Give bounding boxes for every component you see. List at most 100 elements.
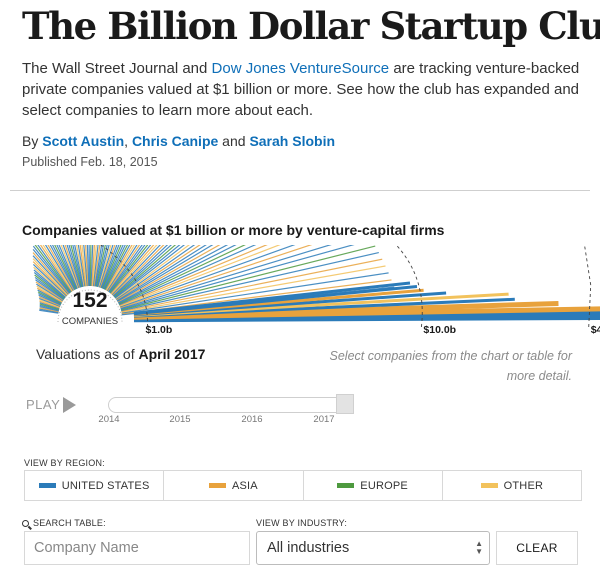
company-bar[interactable] <box>32 255 69 295</box>
company-bar[interactable] <box>88 245 91 287</box>
company-bar[interactable] <box>121 272 389 314</box>
company-bar[interactable] <box>133 281 411 315</box>
company-bar[interactable] <box>45 245 79 289</box>
company-bar[interactable] <box>37 291 62 305</box>
company-bar[interactable] <box>119 245 355 308</box>
company-bar[interactable] <box>117 245 331 304</box>
company-bar[interactable] <box>32 264 68 297</box>
company-bar[interactable] <box>39 245 76 290</box>
company-bar[interactable] <box>120 245 372 311</box>
region-button-other[interactable]: OTHER <box>441 471 581 500</box>
company-bar[interactable] <box>119 245 351 307</box>
company-bar[interactable] <box>121 265 386 314</box>
company-bar[interactable] <box>108 245 230 293</box>
company-bar[interactable] <box>84 245 90 287</box>
company-bar[interactable] <box>56 245 83 288</box>
company-bar[interactable] <box>120 245 376 311</box>
company-bar[interactable] <box>80 245 89 287</box>
company-bar[interactable] <box>103 245 183 290</box>
company-bar[interactable] <box>97 245 139 288</box>
author-link-sarah-slobin[interactable]: Sarah Slobin <box>249 133 336 149</box>
company-bar[interactable] <box>42 245 78 290</box>
company-bar[interactable] <box>117 245 327 303</box>
company-bar[interactable] <box>38 293 62 305</box>
company-bar[interactable] <box>101 245 166 289</box>
company-bar[interactable] <box>117 245 321 303</box>
company-bar[interactable] <box>53 245 82 288</box>
company-bar[interactable] <box>106 245 207 291</box>
company-bar[interactable] <box>121 258 383 313</box>
company-bar[interactable] <box>119 245 359 308</box>
company-bar[interactable] <box>118 245 337 305</box>
company-bar[interactable] <box>37 289 63 304</box>
company-bar[interactable] <box>102 245 177 290</box>
company-bar[interactable] <box>121 251 379 312</box>
company-bar[interactable] <box>114 245 289 299</box>
company-bar[interactable] <box>94 245 119 287</box>
play-icon[interactable] <box>63 397 76 413</box>
company-bar[interactable] <box>58 245 84 287</box>
company-bar[interactable] <box>32 258 69 296</box>
company-bar[interactable] <box>39 308 59 314</box>
company-bar[interactable] <box>98 245 150 288</box>
company-bar[interactable] <box>115 245 305 301</box>
timeline-slider[interactable] <box>108 397 352 413</box>
company-bar[interactable] <box>118 245 341 305</box>
company-bar[interactable] <box>67 245 86 287</box>
company-bar[interactable] <box>39 304 60 311</box>
valuation-fan-chart[interactable]: 152 COMPANIES $1.0b $10.0b $40.0b <box>0 245 600 345</box>
company-bar[interactable] <box>35 245 73 292</box>
company-bar[interactable] <box>77 245 88 287</box>
company-bar[interactable] <box>95 245 129 287</box>
company-bar[interactable] <box>119 245 346 306</box>
company-bar[interactable] <box>113 245 283 298</box>
company-bar[interactable] <box>35 281 64 301</box>
company-bar[interactable] <box>34 245 72 293</box>
company-bar[interactable] <box>89 245 92 287</box>
company-bar[interactable] <box>39 300 60 309</box>
company-bar[interactable] <box>35 245 74 292</box>
company-bar[interactable] <box>120 245 363 309</box>
company-bar[interactable] <box>114 245 294 299</box>
company-bar[interactable] <box>99 245 155 288</box>
company-bar[interactable] <box>73 245 88 287</box>
company-bar[interactable] <box>32 249 71 294</box>
company-bar[interactable] <box>93 245 114 287</box>
timeline-slider-handle[interactable] <box>336 394 354 414</box>
company-bar[interactable] <box>33 269 67 298</box>
company-bar[interactable] <box>35 279 65 301</box>
company-bar[interactable] <box>38 296 61 307</box>
company-bar[interactable] <box>105 245 200 291</box>
company-bar[interactable] <box>112 245 271 297</box>
company-search-input[interactable] <box>24 531 250 565</box>
company-bar[interactable] <box>32 245 71 294</box>
company-bar[interactable] <box>34 274 66 299</box>
company-bar[interactable] <box>111 245 254 295</box>
company-bar[interactable] <box>120 245 368 310</box>
company-bar[interactable] <box>39 297 61 308</box>
company-bar[interactable] <box>34 245 72 293</box>
clear-button[interactable]: CLEAR <box>496 531 578 565</box>
industry-select[interactable]: All industries ▲ ▼ <box>256 531 490 565</box>
company-bar[interactable] <box>39 302 60 310</box>
company-bar[interactable] <box>61 245 85 287</box>
company-bar[interactable] <box>49 245 81 288</box>
company-bar[interactable] <box>91 245 101 287</box>
region-button-europe[interactable]: EUROPE <box>302 471 442 500</box>
company-bar[interactable] <box>101 245 171 289</box>
company-bar[interactable] <box>51 245 82 288</box>
company-bar[interactable] <box>100 245 160 289</box>
company-bar[interactable] <box>113 245 277 298</box>
company-bar[interactable] <box>36 245 74 291</box>
company-bar[interactable] <box>32 252 70 295</box>
company-bar[interactable] <box>116 245 311 301</box>
company-bar[interactable] <box>36 283 64 302</box>
company-bar[interactable] <box>92 245 109 287</box>
company-bar[interactable] <box>110 245 248 295</box>
region-button-united-states[interactable]: UNITED STATES <box>25 471 163 500</box>
company-bar[interactable] <box>32 261 68 296</box>
company-bar[interactable] <box>111 245 260 296</box>
company-bar[interactable] <box>43 245 79 289</box>
company-bar[interactable] <box>36 285 63 303</box>
company-bar[interactable] <box>107 245 218 292</box>
